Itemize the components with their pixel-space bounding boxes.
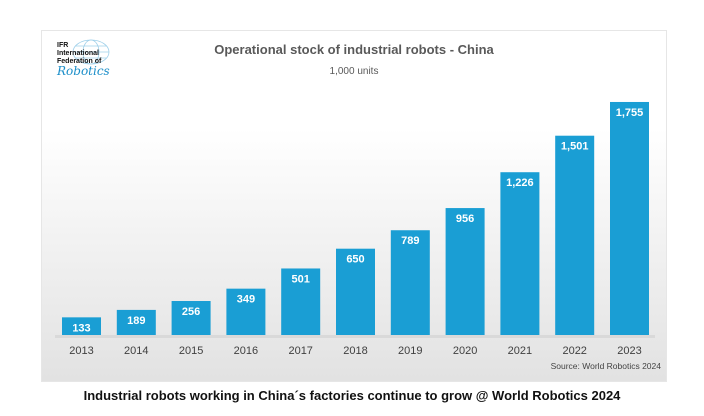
category-label-2018: 2018 xyxy=(343,345,367,357)
value-label-2019: 789 xyxy=(401,235,419,247)
value-label-2013: 133 xyxy=(72,322,90,334)
bar-2023 xyxy=(610,101,649,335)
bar-2021 xyxy=(500,172,540,335)
logo-line-1: IFR xyxy=(57,42,69,49)
bar-2017 xyxy=(281,268,321,335)
logo-line-3: Federation of xyxy=(57,58,102,65)
category-label-2014: 2014 xyxy=(124,345,148,357)
value-label-2023: 1,755 xyxy=(616,107,644,119)
bar-2015 xyxy=(171,301,211,335)
category-label-2020: 2020 xyxy=(453,345,477,357)
baseline xyxy=(55,335,655,338)
logo-line-2: International xyxy=(57,50,100,57)
ifr-logo: IFR International Federation of Robotics xyxy=(57,39,127,82)
category-label-2023: 2023 xyxy=(617,345,641,357)
category-label-2013: 2013 xyxy=(69,345,93,357)
value-label-2015: 256 xyxy=(182,306,200,318)
value-label-2017: 501 xyxy=(292,273,310,285)
chart-source: Source: World Robotics 2024 xyxy=(550,361,661,371)
bar-2014 xyxy=(116,309,156,335)
category-label-2019: 2019 xyxy=(398,345,422,357)
value-label-2018: 650 xyxy=(346,254,364,266)
value-label-2022: 1,501 xyxy=(561,141,589,153)
chart-subtitle: 1,000 units xyxy=(329,66,379,77)
value-label-2021: 1,226 xyxy=(506,177,534,189)
bar-2019 xyxy=(390,230,430,335)
bar-2020 xyxy=(445,208,485,335)
value-label-2014: 189 xyxy=(127,315,145,327)
value-label-2020: 956 xyxy=(456,213,474,225)
globe-icon xyxy=(72,39,110,65)
category-label-2022: 2022 xyxy=(562,345,586,357)
category-label-2021: 2021 xyxy=(508,345,532,357)
bar-2022 xyxy=(555,135,595,335)
category-label-2016: 2016 xyxy=(234,345,258,357)
category-label-2015: 2015 xyxy=(179,345,203,357)
bar-2018 xyxy=(336,248,375,335)
chart-title: Operational stock of industrial robots -… xyxy=(214,42,494,57)
value-label-2016: 349 xyxy=(237,294,255,306)
bar-2016 xyxy=(226,288,266,335)
logo-script: Robotics xyxy=(57,64,110,78)
category-label-2017: 2017 xyxy=(288,345,312,357)
bar-2013 xyxy=(62,317,101,335)
page-caption: Industrial robots working in China´s fac… xyxy=(83,388,621,403)
